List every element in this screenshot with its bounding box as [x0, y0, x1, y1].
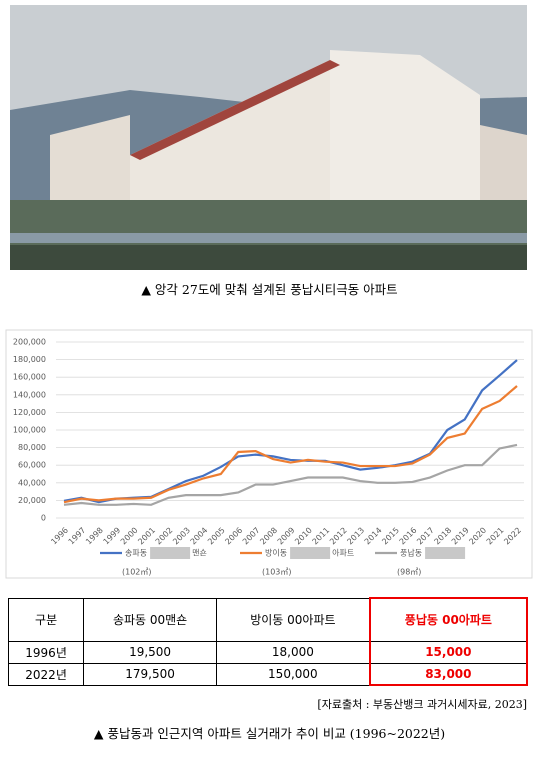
photo [10, 5, 527, 270]
caption: ▲ 풍납동과 인근지역 아파트 실거래가 추이 비교 (1996~2022년) [93, 726, 446, 741]
cell: 2022년 [7, 662, 85, 686]
data-table: 구분 송파동 00맨숀 방이동 00아파트 풍납동 00아파트 1996년 19,500… [7, 597, 529, 686]
y-tick-label: 180,000 [13, 355, 46, 364]
y-tick-label: 60,000 [18, 461, 46, 470]
header-cell: 송파동 00맨숀 [83, 597, 218, 642]
cell: 15,000 [368, 640, 529, 664]
legend-mask [150, 547, 191, 559]
y-tick-label: 140,000 [13, 390, 46, 399]
legend-label: 풍납동 [400, 549, 422, 558]
series-line [63, 385, 518, 504]
cell: 179,500 [83, 662, 218, 686]
y-tick-label: 200,000 [13, 338, 46, 347]
legend-label: 방이동 [265, 548, 287, 558]
chart: 0 20,000 40,000 60,000 80,000 100,000 120,000 1… [5, 329, 533, 579]
header-cell: 방이동 00아파트 [216, 597, 371, 642]
y-tick-label: 0 [41, 514, 46, 523]
cell: 150,000 [216, 662, 371, 686]
y-tick-label: 80,000 [18, 443, 46, 452]
legend-area: (98㎡) [397, 568, 421, 577]
header-cell: 풍납동 00아파트 [368, 597, 529, 642]
legend-mask [290, 547, 331, 559]
y-tick-label: 20,000 [18, 496, 46, 505]
cell: 18,000 [216, 640, 371, 664]
legend-area: (103㎡) [262, 568, 292, 577]
legend-label: 맨숀 [192, 549, 207, 558]
legend-label: 아파트 [332, 548, 354, 558]
cell: 1996년 [7, 640, 85, 664]
cell: 83,000 [368, 662, 529, 686]
series-line [63, 443, 518, 506]
y-tick-label: 160,000 [13, 373, 46, 382]
cell: 19,500 [83, 640, 218, 664]
legend-mask [425, 547, 466, 559]
y-tick-label: 40,000 [18, 478, 46, 487]
y-tick-label: 120,000 [13, 408, 46, 417]
legend-area: (102㎡) [122, 568, 152, 577]
chart-frame [5, 329, 533, 579]
legend-label: 송파동 [125, 549, 147, 558]
photo-caption: ▲ 앙각 27도에 맞춰 설계된 풍납시티극동 아파트 [141, 282, 398, 297]
y-tick-label: 100,000 [13, 426, 46, 435]
header-cell: 구분 [7, 597, 85, 642]
source: [자료출처 : 부동산뱅크 과거시세자료, 2023] [317, 698, 527, 711]
